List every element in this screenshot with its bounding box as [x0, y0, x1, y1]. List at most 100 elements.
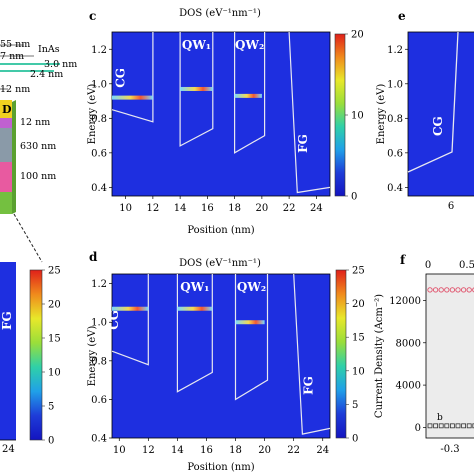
layer-d	[0, 100, 12, 118]
panel-f-plot-area	[425, 273, 474, 439]
panel-e-y-ticks: 0.4 0.6 0.8 1.0 1.2	[387, 45, 408, 194]
panel-d-y-tick: 1.0	[91, 318, 107, 329]
panel-d-marks: CG QW₁ QW₂ FG	[107, 273, 331, 435]
panel-c-x-tick: 20	[256, 203, 269, 214]
panel-d-x-axis-label: Position (nm)	[187, 462, 254, 473]
panel-f-point-series-0	[432, 287, 439, 293]
panel-f-point-series-0	[444, 287, 450, 293]
panel-d-colorbar-tick: 15	[352, 333, 365, 344]
panel-c-marks: CG QW₁ QW₂ FG	[111, 31, 331, 194]
panel-f-point-series-1	[438, 423, 444, 429]
panel-d-state-1	[177, 306, 213, 311]
panel-d-letter: d	[89, 250, 98, 264]
left-fg-label: FG	[0, 311, 14, 330]
layer-100nm	[0, 162, 12, 192]
panel-f-point-series-1	[449, 423, 455, 429]
panel-f-bottom-x-tick: -0.3	[440, 444, 459, 455]
panel-c-colorbar-tick: 20	[351, 30, 364, 41]
panel-c-region-label: QW₁	[182, 38, 211, 52]
panel-f-point-series-1	[472, 423, 474, 429]
panel-c-state-1	[180, 86, 213, 91]
panel-f-point-series-1	[461, 423, 467, 429]
panel-f-point-series-1	[455, 423, 461, 429]
panel-d-colorbar-tick: 10	[352, 366, 365, 377]
panel-c-x-ticks: 10 12 14 16 18 20 22 24	[119, 196, 323, 214]
panel-e-y-tick: 1.0	[387, 79, 403, 90]
panel-d-colorbar-tick: 25	[352, 266, 365, 277]
panel-e-y-tick: 0.4	[387, 183, 403, 194]
panel-c-x-tick: 16	[201, 203, 214, 214]
panel-f-point-series-1	[466, 423, 472, 429]
panel-d-y-tick: 1.2	[91, 279, 107, 290]
panel-c-region-label: QW₂	[235, 38, 264, 52]
panel-f-y-axis-label: Current Density (Acm⁻²)	[374, 294, 385, 418]
panel-d-y-tick: 0.8	[91, 356, 107, 367]
left-colorbar-tick: 5	[48, 402, 54, 413]
panel-f-y-tick: 4000	[396, 381, 421, 392]
panel-c-state-0	[112, 95, 153, 100]
panel-c: c DOS (eV⁻¹nm⁻¹) CG QW₁ QW₂ FG 10 12 14 16 18 20…	[87, 8, 364, 236]
panel-c-x-axis-label: Position (nm)	[187, 225, 254, 236]
panel-d-y-axis-label: Energy (eV)	[87, 326, 98, 387]
zoom-guide-line	[13, 213, 43, 263]
panel-f-point-series-0	[455, 287, 461, 293]
panel-d-band-edge-3	[293, 273, 331, 435]
panel-d-colorbar-ticks: 25 20 15 10 5 0	[346, 266, 365, 445]
panel-c-letter: c	[89, 9, 96, 23]
panel-c-plot-area	[111, 31, 331, 197]
panel-c-band-edge-2	[234, 32, 266, 154]
layer-label-12nm-top: 12 nm	[0, 84, 30, 95]
panel-e-y-tick: 1.2	[387, 45, 403, 56]
layer-label-100nm: 100 nm	[20, 171, 56, 182]
panel-d-band-edge-1	[176, 274, 213, 393]
panel-e-y-tick: 0.8	[387, 114, 403, 125]
panel-c-y-tick: 1.2	[91, 45, 107, 56]
layer-12nm	[0, 118, 12, 128]
panel-c-x-tick: 14	[174, 203, 187, 214]
panel-d-x-tick: 20	[258, 445, 271, 456]
panel-f-top-x-tick-0: 0	[425, 260, 431, 271]
layer-label-55nm: 55 nm	[0, 39, 30, 50]
panel-d-x-tick: 24	[316, 445, 329, 456]
panel-e-plot-area	[407, 31, 474, 197]
panel-f-marks	[427, 287, 474, 429]
panel-e-cg-label: CG	[431, 116, 445, 136]
panel-c-x-tick: 18	[228, 203, 241, 214]
panel-e-x-tick-6: 6	[448, 201, 454, 212]
panel-d-region-label: QW₁	[180, 280, 209, 294]
panel-c-colorbar	[334, 33, 346, 197]
panel-d-x-tick: 22	[287, 445, 300, 456]
panel-c-y-tick: 0.4	[91, 183, 107, 194]
panel-f-y-tick: 12000	[389, 296, 421, 307]
panel-d-band-edge-2	[234, 274, 269, 401]
panel-f-y-tick: 8000	[396, 338, 421, 349]
panel-d-plot-area	[111, 273, 331, 439]
panel-d-colorbar-tick: 0	[352, 434, 358, 445]
panel-c-y-tick: 1.0	[91, 79, 107, 90]
panel-d-x-ticks: 10 12 14 16 18 20 22 24	[113, 438, 329, 456]
panel-f-point-series-0	[460, 287, 467, 293]
panel-f-point-series-0	[466, 287, 472, 293]
panel-d-x-tick: 10	[113, 445, 126, 456]
panel-c-region-label: FG	[296, 134, 310, 153]
panel-e-y-tick: 0.6	[387, 148, 403, 159]
panel-c-colorbar-ticks: 20 10 0	[345, 30, 364, 203]
panel-e-y-axis-label: Energy (eV)	[376, 84, 387, 145]
panel-c-band-edge-0	[111, 32, 154, 123]
panel-f-series-label-b: b	[437, 413, 443, 423]
layer-label-630nm: 630 nm	[20, 141, 56, 152]
panel-d-region-label: FG	[302, 376, 316, 395]
panel-c-band-edge-1	[179, 32, 214, 147]
panel-f-point-series-1	[433, 423, 439, 429]
panel-f-point-series-0	[427, 287, 433, 293]
panel-d-x-tick: 12	[142, 445, 155, 456]
panel-f-point-series-1	[427, 423, 433, 429]
panel-d-state-2	[235, 320, 265, 325]
panel-f-y-tick: 0	[415, 423, 421, 434]
layer-label-3nm: 3.0 nm	[44, 59, 77, 70]
layer-label-7nm: 7 nm	[0, 51, 24, 62]
panel-c-y-tick: 0.6	[91, 148, 107, 159]
panel-c-x-tick: 12	[147, 203, 160, 214]
panel-f-point-series-0	[449, 287, 456, 293]
left-x-tick-24: 24	[2, 444, 15, 455]
